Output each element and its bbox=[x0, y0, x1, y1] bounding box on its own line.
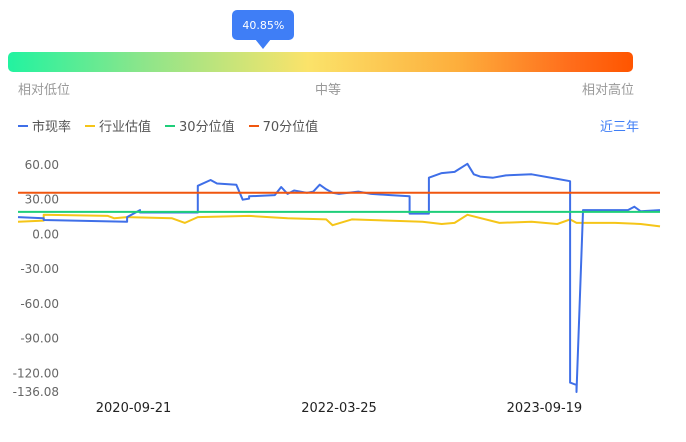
y-tick-label: -90.00 bbox=[20, 332, 59, 346]
y-tick-label: -60.00 bbox=[20, 297, 59, 311]
percentile-gradient-bar bbox=[8, 52, 633, 72]
legend-item-p70[interactable]: 70分位值 bbox=[248, 116, 319, 135]
legend-swatch bbox=[248, 124, 259, 127]
legend-swatch bbox=[18, 124, 28, 127]
y-tick-label: -30.00 bbox=[20, 262, 59, 276]
legend-swatch bbox=[165, 124, 176, 127]
percentile-tooltip: 40.85% bbox=[232, 10, 295, 40]
chart-legend: 市现率 行业估值 30分位值 70分位值 bbox=[18, 116, 318, 135]
series-line-0 bbox=[17, 162, 661, 393]
y-tick-label: 60.00 bbox=[25, 158, 59, 172]
scale-label-low: 相对低位 bbox=[18, 83, 71, 98]
scale-label-mid: 中等 bbox=[315, 83, 342, 98]
y-tick-label: -136.08 bbox=[13, 385, 59, 399]
legend-label: 行业估值 bbox=[99, 120, 152, 135]
range-selector[interactable]: 近三年 bbox=[600, 120, 640, 135]
y-tick-label: 0.00 bbox=[32, 227, 59, 241]
y-tick-label: -120.00 bbox=[13, 366, 59, 380]
x-tick-label: 2022-03-25 bbox=[301, 401, 377, 416]
scale-label-high: 相对高位 bbox=[582, 83, 635, 98]
legend-swatch bbox=[85, 124, 96, 127]
legend-item-industry[interactable]: 行业估值 bbox=[85, 116, 151, 135]
tooltip-pointer bbox=[255, 39, 272, 49]
x-tick-label: 2023-09-19 bbox=[507, 401, 583, 416]
y-tick-label: 30.00 bbox=[25, 193, 59, 207]
series-line-1 bbox=[17, 213, 661, 228]
legend-label: 30分位值 bbox=[179, 120, 235, 135]
legend-label: 70分位值 bbox=[262, 120, 319, 135]
legend-item-pcf[interactable]: 市现率 bbox=[18, 116, 71, 135]
legend-label: 市现率 bbox=[32, 120, 72, 135]
legend-item-p30[interactable]: 30分位值 bbox=[165, 116, 235, 135]
x-tick-label: 2020-09-21 bbox=[96, 401, 172, 416]
